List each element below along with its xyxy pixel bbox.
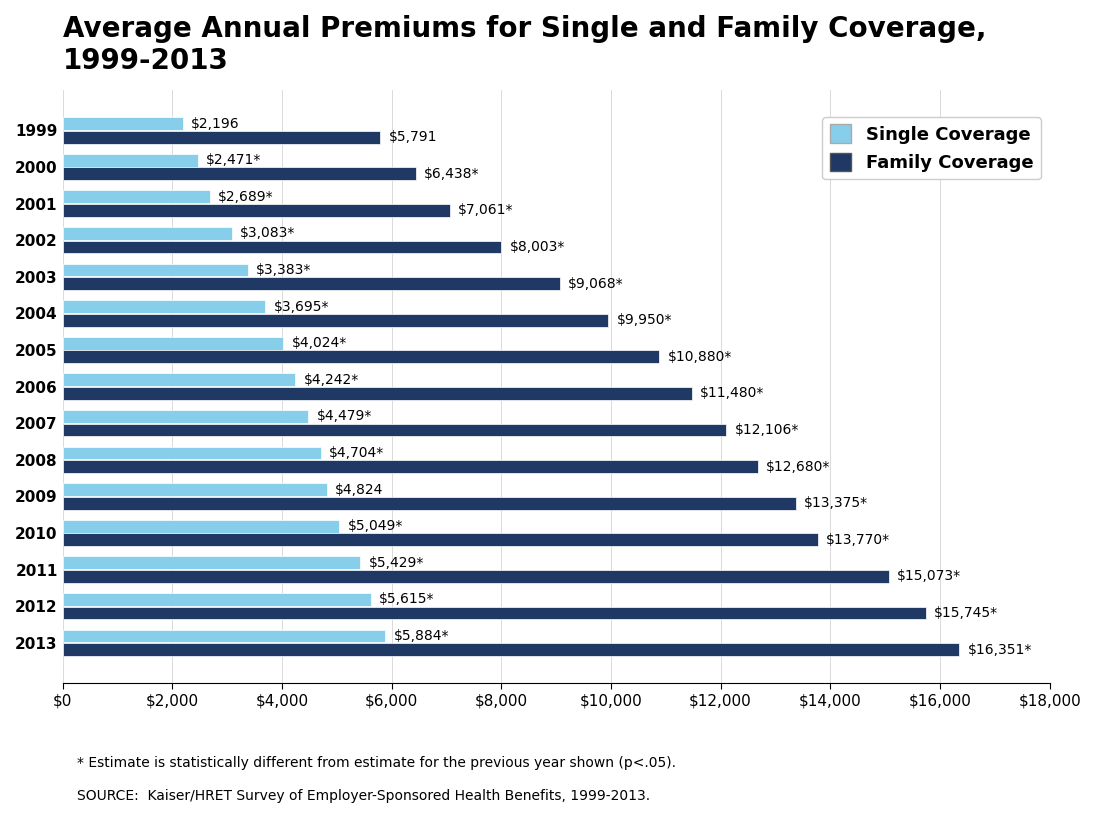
Bar (62, 131, 380, 144)
Bar (62, 446, 320, 459)
Bar (62, 520, 340, 533)
Text: $2,689*: $2,689* (218, 190, 274, 204)
Text: FOUNDATION: FOUNDATION (994, 797, 1044, 806)
Text: $2,471*: $2,471* (206, 153, 262, 167)
Text: $16,351*: $16,351* (968, 643, 1031, 657)
Bar (62, 337, 283, 349)
Text: THE HENRY J.: THE HENRY J. (996, 746, 1042, 752)
Text: $13,375*: $13,375* (804, 496, 868, 510)
Text: $13,770*: $13,770* (826, 533, 890, 547)
Bar (62, 300, 265, 313)
Text: $10,880*: $10,880* (667, 349, 732, 364)
Bar (62, 227, 231, 240)
Bar (62, 410, 308, 423)
Bar (62, 154, 198, 167)
Text: Average Annual Premiums for Single and Family Coverage,
1999-2013: Average Annual Premiums for Single and F… (62, 15, 986, 76)
Text: $15,073*: $15,073* (898, 570, 961, 584)
Bar (62, 168, 415, 180)
Bar (62, 118, 183, 130)
Bar (62, 533, 818, 546)
Bar (62, 483, 327, 496)
Text: $9,068*: $9,068* (568, 276, 624, 290)
Text: FAMILY: FAMILY (995, 781, 1043, 794)
Text: SOURCE:  Kaiser/HRET Survey of Employer-Sponsored Health Benefits, 1999-2013.: SOURCE: Kaiser/HRET Survey of Employer-S… (77, 789, 650, 803)
Bar (62, 387, 692, 399)
Bar (62, 277, 560, 290)
Text: $5,049*: $5,049* (347, 520, 403, 533)
Text: $4,479*: $4,479* (317, 409, 372, 423)
Text: $12,106*: $12,106* (734, 423, 799, 437)
Text: $4,242*: $4,242* (304, 373, 358, 387)
Text: $4,704*: $4,704* (329, 446, 384, 460)
Text: $5,884*: $5,884* (393, 629, 449, 643)
Bar (62, 204, 449, 217)
Text: $15,745*: $15,745* (934, 606, 998, 620)
Bar (62, 460, 758, 473)
Bar (62, 314, 608, 326)
Bar (62, 191, 210, 203)
Text: $5,615*: $5,615* (379, 593, 434, 607)
Text: $12,680*: $12,680* (766, 459, 831, 473)
Text: $5,791: $5,791 (388, 130, 437, 144)
Text: $8,003*: $8,003* (510, 240, 566, 254)
Text: $7,061*: $7,061* (458, 203, 514, 217)
Legend: Single Coverage, Family Coverage: Single Coverage, Family Coverage (822, 117, 1040, 179)
Bar (62, 643, 959, 656)
Bar (62, 570, 889, 583)
Text: $5,429*: $5,429* (368, 556, 424, 570)
Text: * Estimate is statistically different from estimate for the previous year shown : * Estimate is statistically different fr… (77, 756, 676, 770)
Text: $4,024*: $4,024* (292, 336, 346, 350)
Bar (62, 607, 926, 620)
Text: $6,438*: $6,438* (424, 167, 479, 181)
Text: $2,196: $2,196 (191, 117, 240, 131)
Bar (62, 556, 361, 570)
Text: $3,383*: $3,383* (256, 263, 311, 277)
Text: $9,950*: $9,950* (616, 313, 672, 327)
Text: $11,480*: $11,480* (700, 386, 765, 400)
Bar (62, 593, 370, 606)
Bar (62, 630, 386, 643)
Text: $3,695*: $3,695* (273, 299, 329, 314)
Bar (62, 496, 796, 510)
Bar (62, 241, 502, 253)
Bar (62, 350, 659, 363)
Text: KAISER: KAISER (994, 763, 1044, 776)
Bar (62, 423, 727, 436)
Text: $3,083*: $3,083* (240, 226, 295, 240)
Text: $4,824: $4,824 (335, 483, 384, 496)
Bar (62, 264, 248, 276)
Bar (62, 373, 295, 386)
